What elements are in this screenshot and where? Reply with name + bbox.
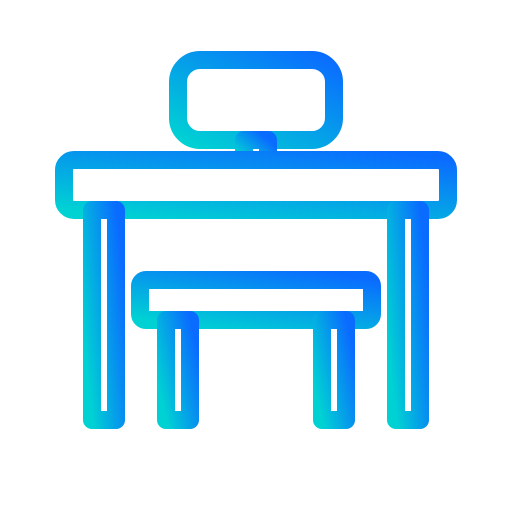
desk-leg-right [396,210,420,420]
seat-leg-left [166,320,190,420]
seat-leg-right [322,320,346,420]
desk-chair-icon [0,0,512,512]
desk-leg-left [92,210,116,420]
chair-back [178,60,334,140]
desk-top [64,160,448,210]
